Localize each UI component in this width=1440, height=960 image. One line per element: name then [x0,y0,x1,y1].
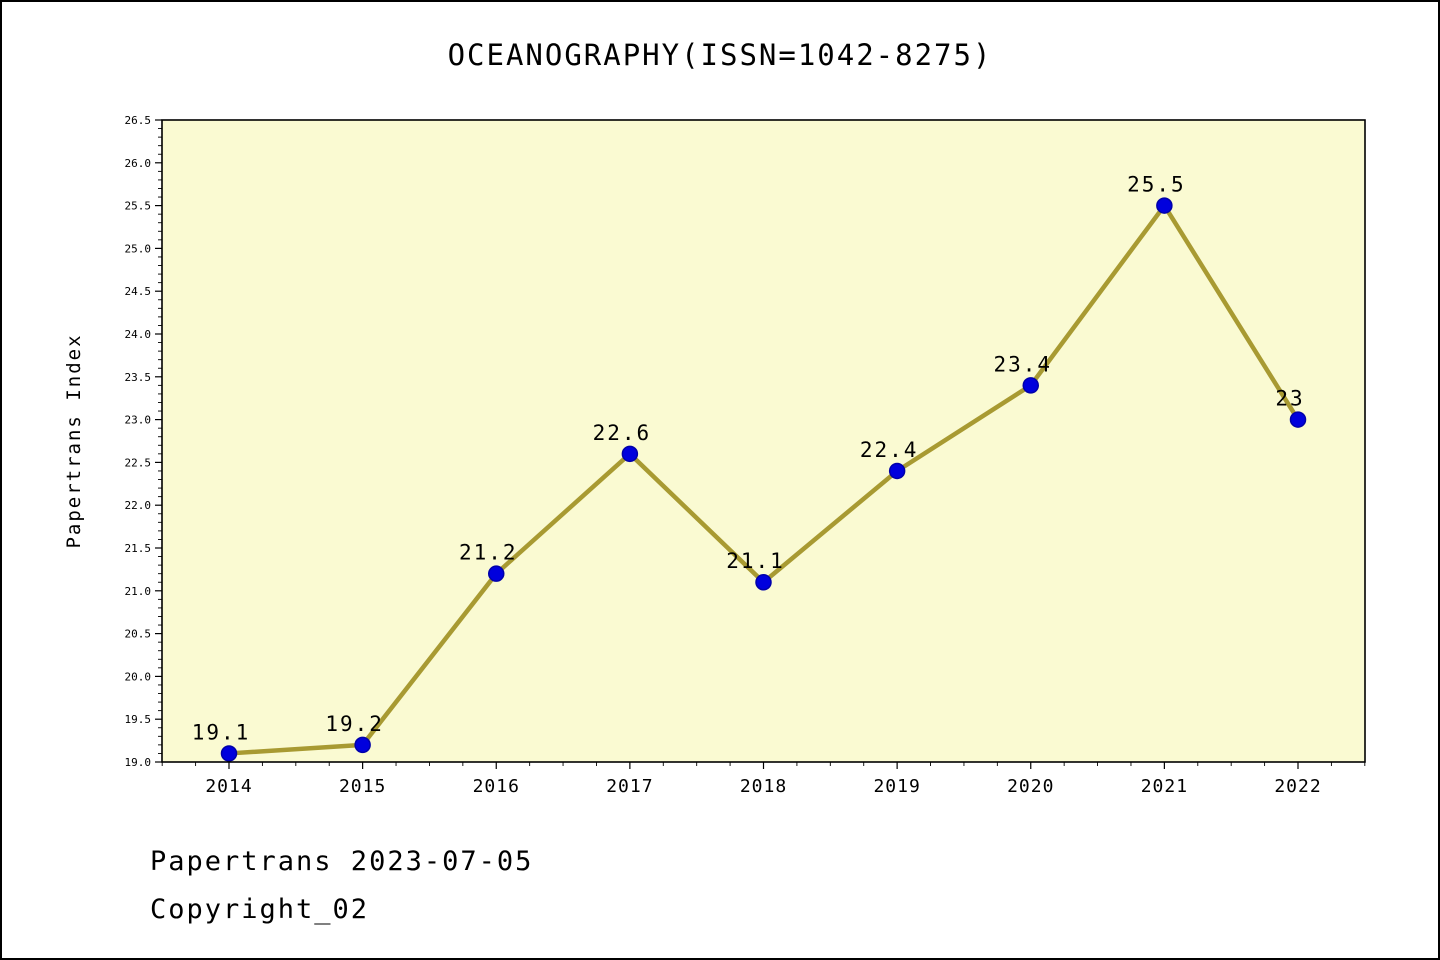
y-axis-tick-label: 25.5 [125,200,152,213]
data-point [621,445,639,463]
x-axis-tick-label: 2018 [740,776,787,797]
x-axis-tick-label: 2017 [606,776,653,797]
y-axis-tick-label: 21.0 [125,585,152,598]
data-point-label: 19.1 [192,720,251,744]
plot-area [162,120,1365,762]
data-point [1022,377,1039,394]
x-axis-tick-label: 2014 [205,776,252,797]
y-axis-tick-label: 23.5 [125,371,152,384]
data-point-label: 23 [1275,387,1304,411]
y-axis-tick-label: 22.5 [125,456,152,469]
footer-source-line: Papertrans 2023-07-05 [150,846,534,877]
data-point [888,462,906,480]
y-axis-tick-label: 20.5 [125,628,152,641]
data-point-label: 22.6 [593,421,652,445]
y-axis-tick-label: 20.0 [125,670,152,683]
y-axis-tick-label: 26.0 [125,157,152,170]
chart-title: OCEANOGRAPHY(ISSN=1042-8275) [447,38,993,72]
data-point-label: 21.2 [459,541,518,565]
y-axis-title: Papertrans Index [63,333,85,548]
x-axis-tick-label: 2021 [1141,776,1188,797]
data-point-label: 19.2 [325,712,384,736]
y-axis-tick-label: 24.0 [125,328,152,341]
y-axis-tick-label: 23.0 [125,414,152,427]
x-axis-tick-label: 2015 [339,776,386,797]
y-axis-tick-label: 26.5 [125,114,152,127]
data-point [354,736,371,754]
x-axis-tick-label: 2016 [473,776,520,797]
y-axis-tick-label: 25.0 [125,242,152,255]
data-point [1156,197,1173,214]
data-point [488,565,505,582]
plot-border [161,119,1366,763]
data-point-label: 25.5 [1127,173,1186,197]
data-point-label: 23.4 [993,352,1052,376]
data-point-label: 22.4 [860,438,919,462]
footer-copyright-line: Copyright_02 [150,894,370,925]
data-point [220,745,238,762]
x-axis-tick-label: 2022 [1274,776,1321,797]
data-point [755,573,772,591]
y-axis-tick-label: 24.5 [125,285,152,298]
y-axis-tick-label: 21.5 [125,542,152,555]
y-axis-tick-label: 19.5 [125,713,152,726]
chart-footer: Papertrans 2023-07-05 Copyright_02 [150,838,533,934]
data-point [1289,411,1307,428]
x-axis-tick-label: 2020 [1007,776,1054,797]
y-axis-tick-label: 22.0 [125,499,152,512]
y-axis-tick-label: 19.0 [125,756,152,769]
x-axis-tick-label: 2019 [873,776,920,797]
data-point-label: 21.1 [726,549,785,573]
line-chart: 19.0 19.5 20.0 20.5 21.0 21.5 22.0 22.5 23.0 23.5… [63,114,1366,797]
